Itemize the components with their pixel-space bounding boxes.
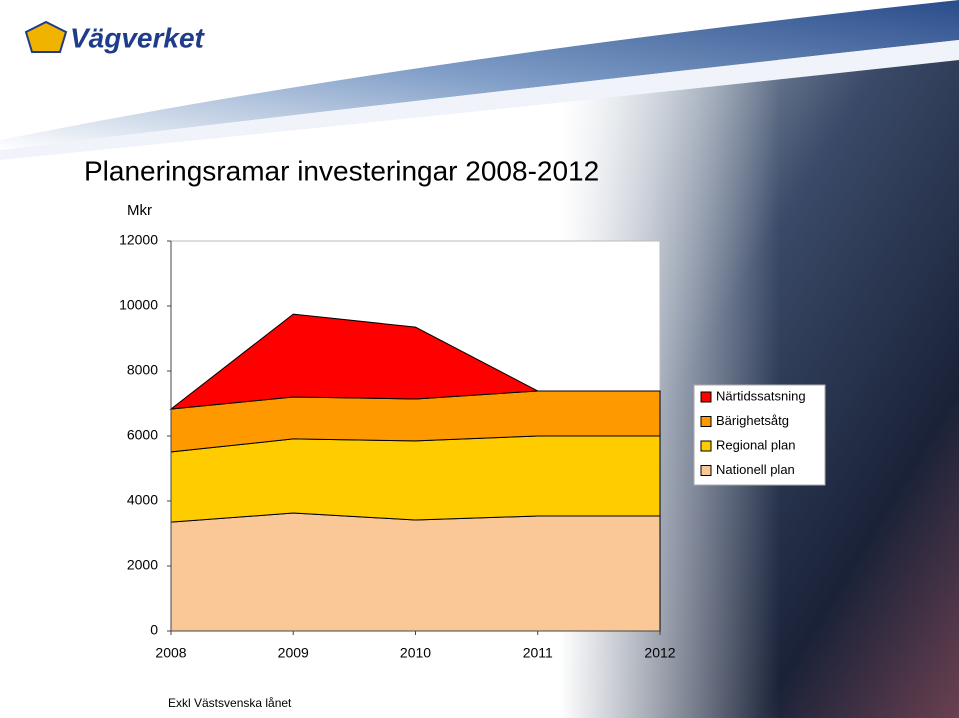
y-tick-label: 10000	[119, 297, 158, 313]
y-tick-label: 8000	[127, 362, 158, 378]
x-tick-label: 2012	[644, 645, 675, 661]
plot: 0 2000 4000 6000 8000 10000 12000 2008 2009 2010 2…	[119, 232, 826, 661]
legend-label: Bärighetsåtg	[716, 413, 789, 428]
x-tick-label: 2011	[523, 645, 553, 661]
x-tick-label: 2009	[278, 645, 309, 661]
x-tick-label: 2010	[400, 645, 431, 661]
y-axis-label: Mkr	[127, 202, 152, 219]
legend-box	[693, 384, 826, 486]
swoosh-light	[0, 40, 959, 160]
legend-label: Närtidssatsning	[716, 388, 806, 403]
footnote: Exkl Västsvenska lånet	[168, 696, 292, 710]
logo-crest	[24, 20, 68, 53]
legend-swatch	[700, 440, 712, 452]
y-tick-label: 12000	[119, 232, 158, 248]
legend-swatch	[700, 391, 712, 403]
chart-title: Planeringsramar investeringar 2008-2012	[84, 155, 599, 186]
legend-label: Nationell plan	[716, 462, 795, 477]
swoosh	[0, 0, 959, 150]
logo-text: Vägverket	[70, 22, 206, 53]
legend-label: Regional plan	[716, 437, 796, 452]
area	[170, 512, 661, 632]
x-tick-label: 2008	[155, 645, 186, 661]
legend: Närtidssatsning Bärighetsåtg Regional plan…	[693, 384, 826, 486]
legend-swatch	[700, 465, 712, 476]
area	[170, 435, 661, 523]
y-tick-label: 6000	[127, 427, 158, 443]
legend-swatch	[700, 416, 712, 427]
y-tick-label: 2000	[127, 557, 158, 573]
y-tick-label: 0	[150, 622, 158, 638]
logo: Vägverket	[24, 20, 206, 53]
area	[169, 313, 660, 410]
y-tick-label: 4000	[127, 492, 158, 508]
